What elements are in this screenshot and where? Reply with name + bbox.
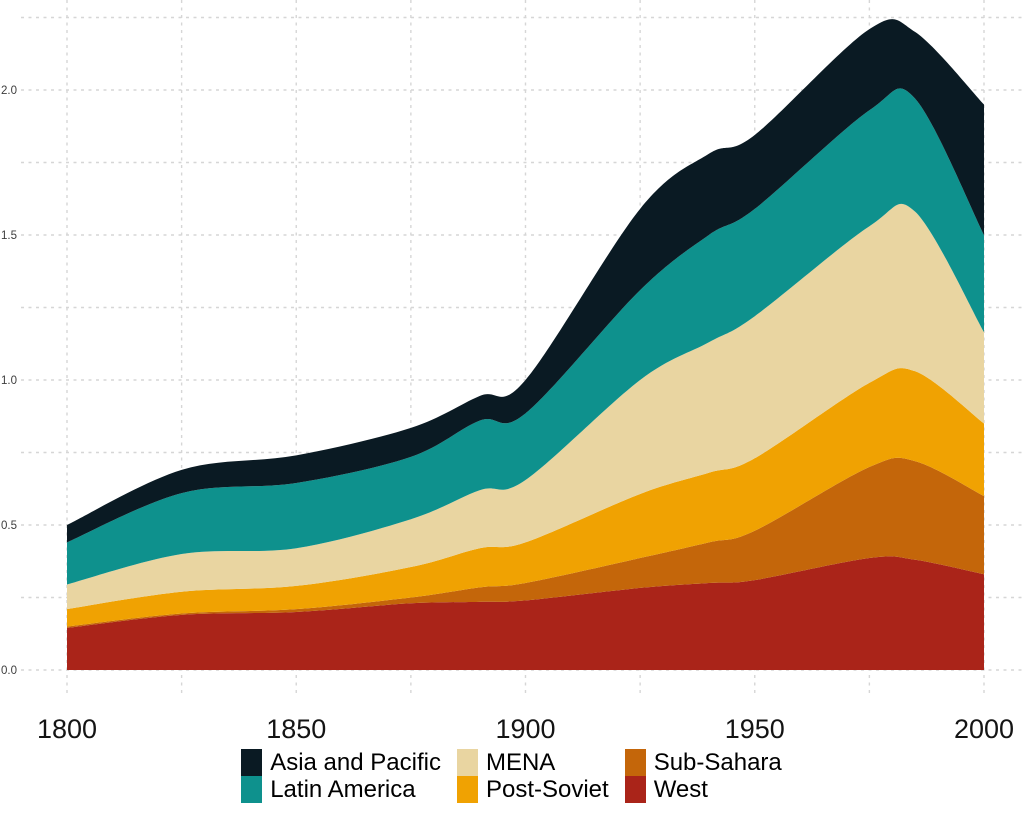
x-axis-tick-label: 1850: [266, 714, 326, 744]
stacked-area-chart: 0.0 0.5 1.0 1.5 2.0 1800 1850 1900 1950 2000: [1, 0, 1023, 744]
legend-item-sub-sahara: Sub-Sahara: [624, 749, 782, 776]
legend-item-latin-america: Latin America: [241, 776, 441, 803]
area-mena: [67, 203, 984, 610]
legend-swatch-west: [624, 776, 646, 803]
x-axis-tick-label: 1950: [725, 714, 785, 744]
legend-swatch-latin-america: [241, 776, 263, 803]
legend-swatch-post-soviet: [456, 776, 478, 803]
legend-item-post-soviet: Post-Soviet: [456, 776, 609, 803]
x-axis-tick-label: 2000: [954, 714, 1014, 744]
y-axis-tick-label: 1.0: [1, 375, 17, 387]
legend-label: MENA: [485, 749, 556, 776]
legend-label: West: [653, 776, 708, 803]
y-axis-tick-label: 0.0: [1, 665, 17, 677]
legend-item-west: West: [624, 776, 782, 803]
x-axis-tick-label: 1800: [37, 714, 97, 744]
y-axis-tick-label: 1.5: [1, 230, 17, 242]
legend-label: Sub-Sahara: [653, 749, 782, 776]
legend-swatch-mena: [456, 749, 478, 776]
area-post-soviet: [67, 368, 984, 627]
area-sub-sahara: [67, 457, 984, 628]
area-west: [67, 556, 984, 670]
legend-item-asia-and-pacific: Asia and Pacific: [241, 749, 441, 776]
legend-item-mena: MENA: [456, 749, 609, 776]
legend-label: Post-Soviet: [485, 776, 609, 803]
legend-swatch-sub-sahara: [624, 749, 646, 776]
legend-label: Asia and Pacific: [270, 749, 441, 776]
legend-grid: Asia and Pacific MENA Sub-Sahara Latin Amer…: [241, 749, 782, 803]
area-latin-america: [67, 88, 984, 585]
y-axis-tick-label: 0.5: [1, 520, 17, 532]
chart-canvas: 0.0 0.5 1.0 1.5 2.0 1800 1850 1900 1950 2000: [1, 0, 1023, 744]
y-axis-tick-label: 2.0: [1, 85, 17, 97]
legend-label: Latin America: [270, 776, 416, 803]
x-axis-tick-label: 1900: [495, 714, 555, 744]
area-asia-and-pacific: [67, 19, 984, 543]
chart-legend: Asia and Pacific MENA Sub-Sahara Latin Amer…: [0, 749, 1023, 803]
legend-swatch-asia-and-pacific: [241, 749, 263, 776]
area-series: [67, 19, 984, 670]
